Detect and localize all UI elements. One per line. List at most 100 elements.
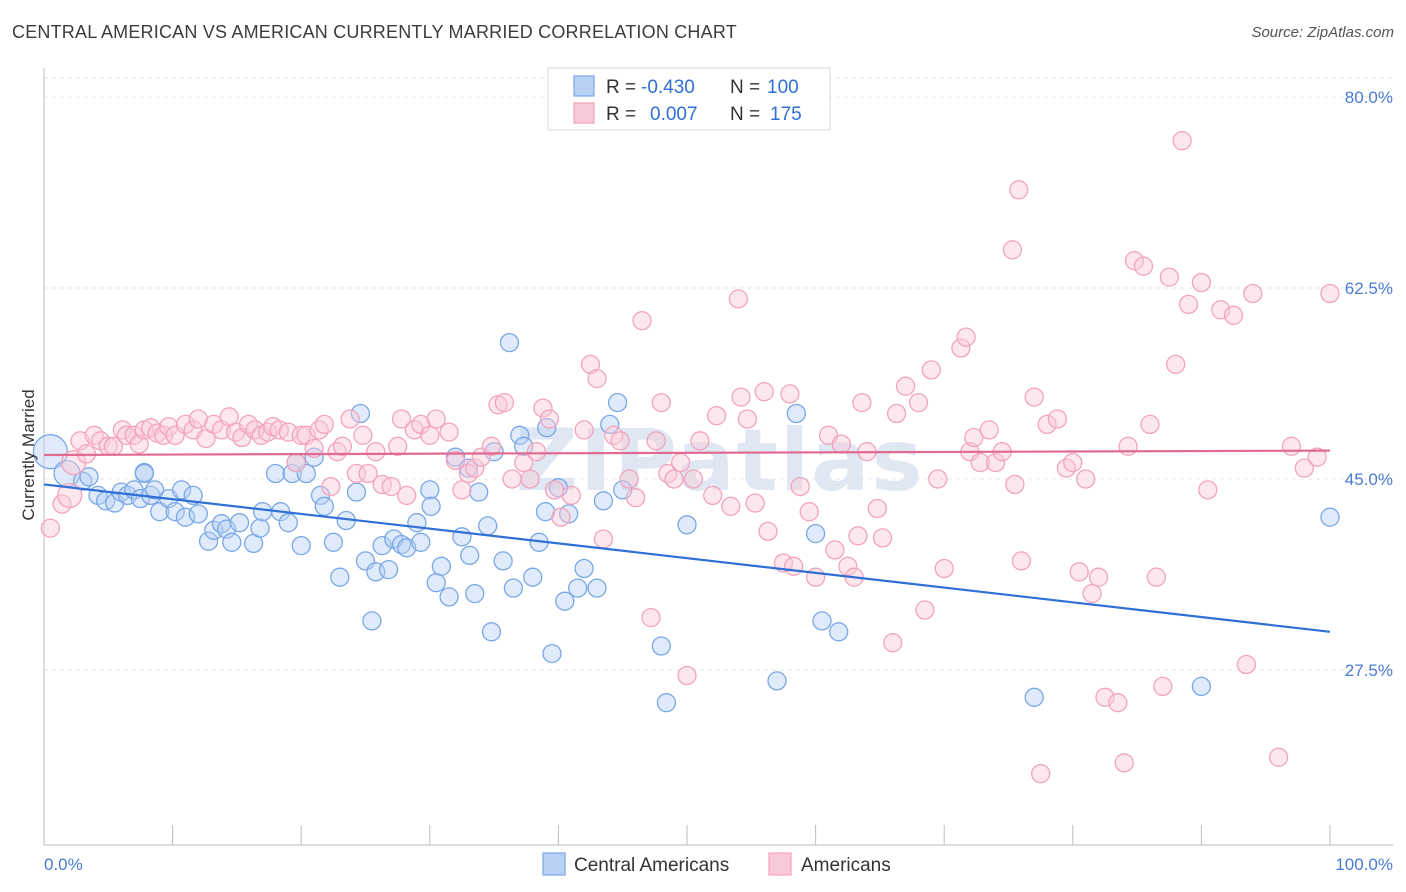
data-point bbox=[366, 442, 386, 462]
data-point bbox=[641, 607, 661, 628]
data-point bbox=[1005, 474, 1025, 495]
data-point bbox=[282, 463, 302, 484]
data-point bbox=[523, 567, 543, 587]
data-point bbox=[411, 532, 431, 552]
data-point bbox=[1124, 251, 1145, 271]
data-point bbox=[222, 532, 242, 552]
data-point bbox=[651, 392, 671, 413]
data-point bbox=[520, 469, 540, 489]
data-point bbox=[805, 567, 826, 587]
data-point bbox=[838, 556, 858, 576]
data-point bbox=[758, 521, 778, 542]
data-point bbox=[848, 526, 868, 546]
data-point bbox=[1281, 436, 1302, 456]
data-point bbox=[286, 452, 306, 473]
data-point bbox=[309, 420, 329, 440]
data-point bbox=[314, 414, 334, 435]
data-point bbox=[790, 476, 810, 497]
data-point bbox=[593, 529, 614, 549]
data-point bbox=[656, 693, 677, 713]
data-point bbox=[353, 425, 373, 445]
data-point bbox=[372, 535, 392, 556]
data-point bbox=[526, 442, 547, 462]
legend-swatch-pink bbox=[573, 102, 595, 124]
data-point bbox=[928, 469, 948, 489]
data-point bbox=[340, 409, 360, 429]
data-point bbox=[358, 463, 378, 484]
legend-r-label-2: R = bbox=[606, 104, 636, 125]
data-point bbox=[670, 452, 691, 473]
data-point bbox=[551, 507, 571, 527]
data-point bbox=[1047, 409, 1068, 429]
y-tick-labels: 80.0% 62.5% 45.0% 27.5% bbox=[1345, 88, 1393, 680]
data-point bbox=[767, 671, 787, 691]
legend-r-value-1: -0.430 bbox=[641, 77, 695, 98]
y-tick-label: 62.5% bbox=[1345, 279, 1393, 298]
data-point bbox=[1146, 567, 1167, 587]
data-point bbox=[150, 502, 170, 522]
data-point bbox=[964, 427, 984, 448]
data-point bbox=[426, 409, 446, 429]
data-point bbox=[144, 480, 165, 500]
legend-n-value-1: 100 bbox=[767, 77, 799, 98]
data-point bbox=[57, 482, 83, 509]
data-point bbox=[493, 551, 513, 571]
data-point bbox=[388, 436, 408, 456]
data-point bbox=[1002, 240, 1023, 260]
data-point bbox=[460, 545, 480, 566]
data-point bbox=[580, 354, 601, 375]
data-point bbox=[1024, 387, 1044, 407]
data-point bbox=[970, 452, 990, 473]
data-point bbox=[1191, 676, 1212, 697]
data-point bbox=[465, 583, 485, 604]
data-point bbox=[780, 384, 800, 404]
data-point bbox=[321, 476, 341, 497]
data-point bbox=[378, 559, 399, 580]
trendlines bbox=[43, 449, 1331, 633]
data-point bbox=[258, 422, 278, 442]
data-point bbox=[1153, 676, 1173, 697]
legend-swatch-blue bbox=[573, 75, 595, 97]
y-axis-label: Currently Married bbox=[19, 389, 38, 520]
data-point bbox=[951, 338, 971, 358]
data-point bbox=[439, 422, 459, 442]
y-tick-label: 27.5% bbox=[1345, 661, 1393, 680]
data-point bbox=[1095, 687, 1115, 707]
watermark: ZIPatlas bbox=[516, 411, 925, 511]
data-point bbox=[703, 485, 723, 506]
data-point bbox=[397, 485, 417, 506]
data-point bbox=[555, 591, 575, 611]
data-point bbox=[542, 643, 562, 664]
data-point bbox=[332, 436, 353, 456]
data-point bbox=[812, 611, 832, 631]
series-legend-label-central-americans: Central Americans bbox=[574, 855, 729, 876]
data-point bbox=[883, 633, 903, 653]
data-point bbox=[979, 420, 999, 440]
data-point bbox=[79, 467, 99, 487]
axes bbox=[43, 68, 1393, 846]
data-point bbox=[568, 578, 588, 598]
data-point bbox=[1320, 507, 1340, 527]
data-point bbox=[1166, 354, 1186, 375]
data-point bbox=[539, 409, 560, 429]
data-point bbox=[607, 392, 628, 413]
data-point bbox=[1140, 414, 1160, 435]
data-point bbox=[1011, 551, 1032, 571]
data-point bbox=[499, 332, 520, 353]
data-point bbox=[544, 480, 565, 500]
data-point bbox=[831, 434, 851, 454]
data-point bbox=[183, 485, 203, 506]
data-point bbox=[1294, 458, 1314, 478]
data-point bbox=[391, 534, 412, 555]
data-point bbox=[799, 502, 819, 522]
data-point bbox=[478, 516, 498, 536]
data-point bbox=[291, 425, 311, 445]
data-point bbox=[1069, 562, 1089, 582]
data-point bbox=[250, 518, 270, 538]
data-point bbox=[956, 327, 976, 347]
data-point bbox=[985, 452, 1006, 473]
correlation-legend: R = -0.430 N = 100 R = 0.007 N = 175 bbox=[547, 67, 831, 131]
data-point bbox=[350, 403, 371, 424]
data-point bbox=[278, 513, 298, 533]
